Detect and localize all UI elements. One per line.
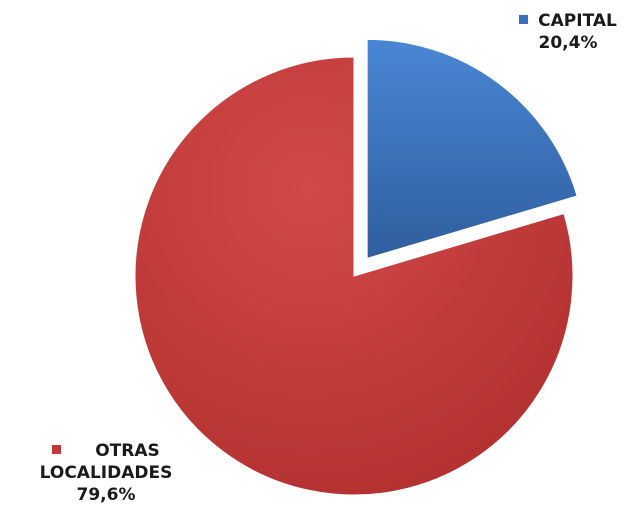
data-label-capital-name-row: CAPITAL <box>508 10 628 32</box>
data-label-otras-value: 79,6% <box>76 485 136 505</box>
data-label-capital: CAPITAL 20,4% <box>508 10 628 54</box>
data-label-otras-name-line-2: LOCALIDADES <box>39 463 173 483</box>
data-label-otras-name-line-1: OTRAS <box>95 441 160 461</box>
pie-slice-capital <box>366 38 578 260</box>
data-label-capital-name: CAPITAL <box>538 11 617 31</box>
data-label-otras-name-row-1: OTRAS <box>6 440 206 462</box>
legend-swatch-capital <box>519 15 529 24</box>
data-label-capital-value: 20,4% <box>538 33 598 53</box>
data-label-otras-localidades: OTRAS LOCALIDADES 79,6% <box>6 440 206 506</box>
pie-slice-otras-localidades <box>134 56 574 496</box>
legend-swatch-otras-localidades <box>52 445 62 454</box>
